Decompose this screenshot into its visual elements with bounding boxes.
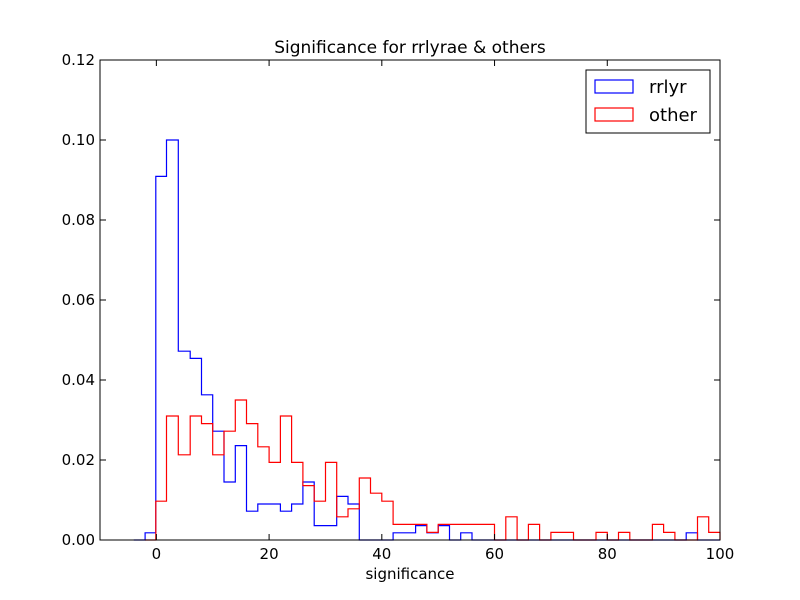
legend-swatch-other — [594, 107, 634, 122]
legend-swatch-rrlyr — [594, 79, 634, 94]
y-tick-label: 0.08 — [62, 211, 95, 229]
chart-title: Significance for rrlyrae & others — [274, 38, 546, 58]
legend-label-other: other — [649, 105, 698, 126]
series-line-other — [145, 399, 721, 541]
series-layer — [133, 139, 721, 541]
y-axis: 0.00 0.02 0.04 0.06 0.08 0.10 0.12 — [62, 51, 720, 549]
y-tick-label: 0.10 — [62, 131, 95, 149]
x-tick-label: 60 — [485, 545, 504, 563]
x-axis: 0 20 40 60 80 100 — [152, 60, 735, 563]
x-tick-label: 40 — [372, 545, 391, 563]
x-tick-label: 0 — [152, 545, 162, 563]
x-tick-label: 20 — [260, 545, 279, 563]
x-tick-label: 100 — [706, 545, 735, 563]
x-tick-label: 80 — [598, 545, 617, 563]
x-axis-label: significance — [365, 565, 454, 583]
y-tick-label: 0.12 — [62, 51, 95, 69]
legend: rrlyr other — [585, 69, 711, 134]
y-tick-label: 0.00 — [62, 531, 95, 549]
y-tick-label: 0.02 — [62, 451, 95, 469]
series-line-rrlyr — [133, 139, 720, 541]
y-tick-label: 0.06 — [62, 291, 95, 309]
y-tick-label: 0.04 — [62, 371, 95, 389]
legend-label-rrlyr: rrlyr — [649, 77, 687, 98]
